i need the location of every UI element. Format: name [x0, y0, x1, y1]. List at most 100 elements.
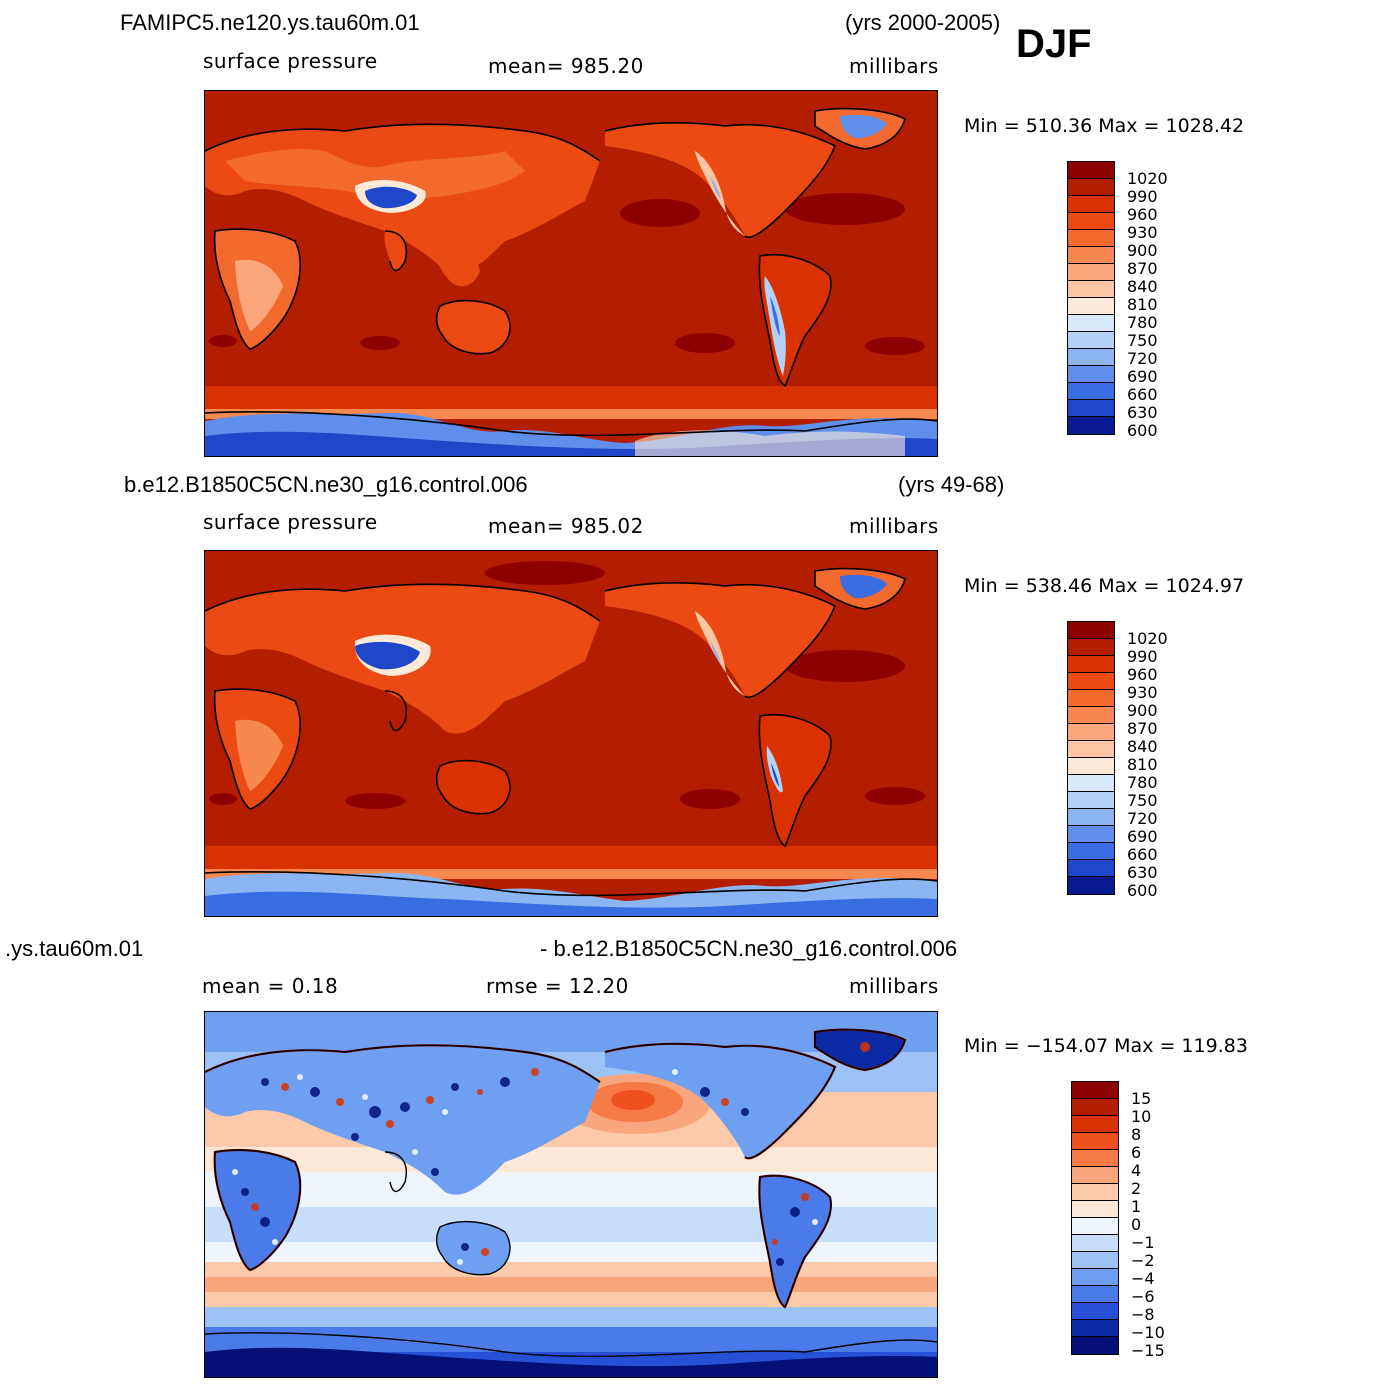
panel1-mean-label: mean= 985.20 [488, 54, 644, 78]
colorbar-level-label: −10 [1131, 1323, 1165, 1342]
colorbar-level-label: 750 [1127, 791, 1158, 810]
colorbar-swatch [1072, 1218, 1118, 1235]
colorbar-level-label: −15 [1131, 1341, 1165, 1360]
colorbar-level-label: 810 [1127, 755, 1158, 774]
panel1-colorbar [1067, 161, 1115, 435]
colorbar-level-label: 990 [1127, 647, 1158, 666]
colorbar-level-label: 720 [1127, 809, 1158, 828]
colorbar-level-label: −2 [1131, 1251, 1155, 1270]
colorbar-level-label: 900 [1127, 701, 1158, 720]
colorbar-swatch [1072, 1116, 1118, 1133]
colorbar-swatch [1068, 775, 1114, 792]
colorbar-level-label: 810 [1127, 295, 1158, 314]
colorbar-swatch [1068, 162, 1114, 179]
colorbar-swatch [1072, 1082, 1118, 1099]
panel3-case-name-right: - b.e12.B1850C5CN.ne30_g16.control.006 [540, 936, 958, 961]
panel1-map [204, 90, 938, 457]
panel3-units-label: millibars [849, 974, 939, 998]
colorbar-level-label: 6 [1131, 1143, 1142, 1162]
colorbar-level-label: 720 [1127, 349, 1158, 368]
colorbar-level-label: 900 [1127, 241, 1158, 260]
colorbar-swatch [1068, 673, 1114, 690]
colorbar-level-label: 780 [1127, 313, 1158, 332]
panel2-units-label: millibars [849, 514, 939, 538]
colorbar-swatch [1068, 656, 1114, 673]
colorbar-level-label: 780 [1127, 773, 1158, 792]
colorbar-swatch [1068, 213, 1114, 230]
colorbar-level-label: 660 [1127, 385, 1158, 404]
colorbar-swatch [1068, 281, 1114, 298]
colorbar-swatch [1068, 860, 1114, 877]
colorbar-level-label: 960 [1127, 665, 1158, 684]
panel2-variable-label: surface pressure [203, 510, 378, 534]
colorbar-level-label: 15 [1131, 1089, 1152, 1108]
colorbar-level-label: 4 [1131, 1161, 1142, 1180]
colorbar-swatch [1068, 315, 1114, 332]
panel3-minmax: Min = −154.07 Max = 119.83 [964, 1035, 1248, 1057]
colorbar-swatch [1072, 1303, 1118, 1320]
colorbar-swatch [1068, 400, 1114, 417]
colorbar-level-label: −6 [1131, 1287, 1155, 1306]
colorbar-swatch [1072, 1133, 1118, 1150]
colorbar-swatch [1072, 1201, 1118, 1218]
colorbar-swatch [1068, 741, 1114, 758]
panel1-years: (yrs 2000-2005) [845, 10, 1001, 35]
panel3-mean-label: mean = 0.18 [202, 974, 339, 998]
panel3-colorbar [1071, 1081, 1119, 1355]
colorbar-swatch [1068, 366, 1114, 383]
panel3-rmse-label: rmse = 12.20 [486, 974, 629, 998]
panel2-years: (yrs 49-68) [898, 472, 1005, 497]
colorbar-level-label: 690 [1127, 367, 1158, 386]
colorbar-swatch [1072, 1337, 1118, 1354]
colorbar-swatch [1072, 1235, 1118, 1252]
colorbar-level-label: 2 [1131, 1179, 1142, 1198]
colorbar-level-label: 930 [1127, 223, 1158, 242]
colorbar-swatch [1068, 707, 1114, 724]
panel3-colorbar-labels: 15 10 8 6 4 2 1 0 −1 −2 −4 −6 −8 −10 −15 [1131, 1090, 1165, 1360]
colorbar-swatch [1072, 1286, 1118, 1303]
colorbar-level-label: 960 [1127, 205, 1158, 224]
colorbar-swatch [1068, 383, 1114, 400]
colorbar-swatch [1072, 1320, 1118, 1337]
colorbar-level-label: 990 [1127, 187, 1158, 206]
colorbar-swatch [1072, 1269, 1118, 1286]
panel2-map [204, 550, 938, 917]
colorbar-level-label: 660 [1127, 845, 1158, 864]
colorbar-swatch [1072, 1099, 1118, 1116]
colorbar-level-label: 870 [1127, 259, 1158, 278]
colorbar-swatch [1068, 264, 1114, 281]
panel3-map [204, 1011, 938, 1378]
colorbar-level-label: 8 [1131, 1125, 1142, 1144]
colorbar-swatch [1068, 230, 1114, 247]
colorbar-level-label: 840 [1127, 737, 1158, 756]
panel1-case-name: FAMIPC5.ne120.ys.tau60m.01 [120, 10, 420, 35]
colorbar-swatch [1068, 809, 1114, 826]
colorbar-swatch [1068, 247, 1114, 264]
colorbar-swatch [1068, 792, 1114, 809]
colorbar-level-label: 750 [1127, 331, 1158, 350]
colorbar-level-label: 10 [1131, 1107, 1152, 1126]
colorbar-swatch [1072, 1167, 1118, 1184]
colorbar-swatch [1068, 332, 1114, 349]
colorbar-level-label: 600 [1127, 421, 1158, 440]
colorbar-swatch [1068, 179, 1114, 196]
colorbar-swatch [1068, 417, 1114, 434]
panel2-case-name: b.e12.B1850C5CN.ne30_g16.control.006 [124, 472, 528, 497]
colorbar-level-label: 930 [1127, 683, 1158, 702]
colorbar-level-label: 840 [1127, 277, 1158, 296]
panel2-mean-label: mean= 985.02 [488, 514, 644, 538]
colorbar-swatch [1068, 690, 1114, 707]
season-label: DJF [1016, 22, 1092, 66]
colorbar-level-label: 630 [1127, 863, 1158, 882]
colorbar-level-label: 1020 [1127, 629, 1168, 648]
colorbar-level-label: 1 [1131, 1197, 1142, 1216]
colorbar-level-label: 690 [1127, 827, 1158, 846]
colorbar-swatch [1072, 1184, 1118, 1201]
colorbar-swatch [1068, 826, 1114, 843]
panel1-colorbar-labels: 1020 990 960 930 900 870 840 810 780 750 720 690 660… [1127, 170, 1168, 440]
colorbar-swatch [1068, 196, 1114, 213]
colorbar-swatch [1072, 1150, 1118, 1167]
panel2-colorbar [1067, 621, 1115, 895]
colorbar-swatch [1068, 877, 1114, 894]
colorbar-level-label: 630 [1127, 403, 1158, 422]
